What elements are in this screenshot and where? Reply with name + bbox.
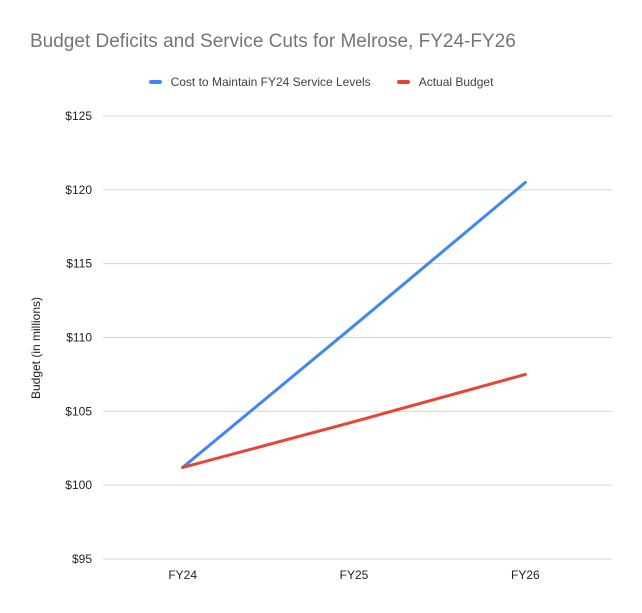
legend: Cost to Maintain FY24 Service Levels Act… (0, 74, 642, 90)
legend-item-cost-to-maintain: Cost to Maintain FY24 Service Levels (148, 75, 371, 89)
legend-label: Cost to Maintain FY24 Service Levels (170, 75, 371, 89)
y-tick-label: $125 (65, 109, 92, 123)
chart-title: Budget Deficits and Service Cuts for Mel… (30, 31, 516, 52)
x-tick-label: FY24 (168, 568, 197, 582)
legend-label: Actual Budget (418, 75, 494, 89)
line-swatch-icon (396, 80, 410, 84)
series-line (181, 180, 527, 469)
series-line (181, 372, 527, 469)
y-tick-label: $95 (72, 552, 92, 566)
y-tick-label: $115 (66, 257, 92, 271)
y-axis-title: Budget (in millions) (29, 297, 43, 399)
y-tick-label: $105 (65, 404, 92, 418)
x-tick-label: FY25 (340, 568, 369, 582)
line-swatch-icon (148, 80, 162, 84)
y-tick-label: $120 (65, 183, 92, 197)
y-tick-label: $100 (65, 478, 92, 492)
x-tick-label: FY26 (511, 568, 540, 582)
legend-item-actual-budget: Actual Budget (396, 75, 494, 89)
y-tick-label: $110 (66, 331, 92, 345)
